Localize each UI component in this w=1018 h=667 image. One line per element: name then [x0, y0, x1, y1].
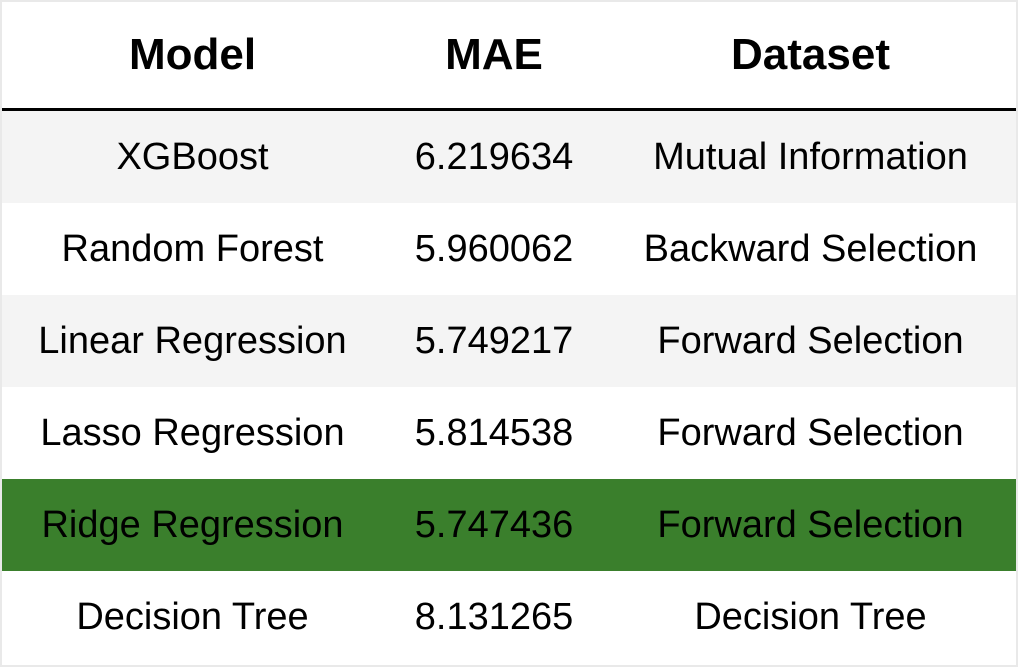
cell-model: XGBoost	[2, 109, 383, 203]
cell-dataset: Forward Selection	[605, 387, 1016, 479]
table-row: Random Forest 5.960062 Backward Selectio…	[2, 203, 1016, 295]
header-model: Model	[2, 2, 383, 111]
cell-dataset: Forward Selection	[605, 479, 1016, 571]
cell-mae: 6.219634	[383, 109, 605, 203]
table-row: Linear Regression 5.749217 Forward Selec…	[2, 295, 1016, 387]
cell-model: Ridge Regression	[2, 479, 383, 571]
cell-model: Decision Tree	[2, 571, 383, 663]
cell-model: Linear Regression	[2, 295, 383, 387]
cell-dataset: Forward Selection	[605, 295, 1016, 387]
table-row: XGBoost 6.219634 Mutual Information	[2, 109, 1016, 203]
cell-mae: 5.747436	[383, 479, 605, 571]
cell-mae: 8.131265	[383, 571, 605, 663]
header-row: Model MAE Dataset	[2, 2, 1016, 111]
cell-model: Random Forest	[2, 203, 383, 295]
cell-model: Lasso Regression	[2, 387, 383, 479]
table-body: XGBoost 6.219634 Mutual Information Rand…	[2, 109, 1016, 663]
cell-mae: 5.814538	[383, 387, 605, 479]
cell-mae: 5.749217	[383, 295, 605, 387]
cell-dataset: Mutual Information	[605, 109, 1016, 203]
cell-dataset: Decision Tree	[605, 571, 1016, 663]
cell-mae: 5.960062	[383, 203, 605, 295]
table-header: Model MAE Dataset	[2, 2, 1016, 111]
header-mae: MAE	[383, 2, 605, 111]
header-dataset: Dataset	[605, 2, 1016, 111]
table-row-highlighted: Ridge Regression 5.747436 Forward Select…	[2, 479, 1016, 571]
table-row: Decision Tree 8.131265 Decision Tree	[2, 571, 1016, 663]
cell-dataset: Backward Selection	[605, 203, 1016, 295]
table-row: Lasso Regression 5.814538 Forward Select…	[2, 387, 1016, 479]
